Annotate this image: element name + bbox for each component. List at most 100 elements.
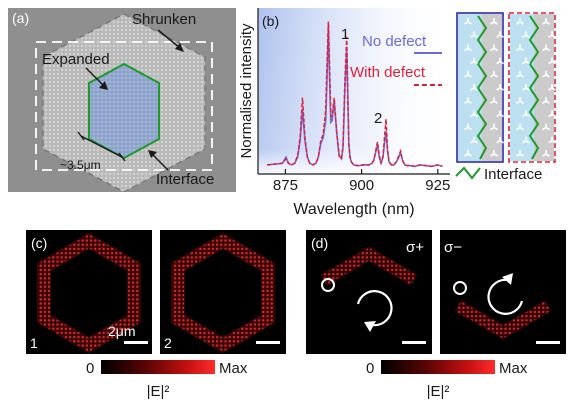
scale-bar-a-tick-right [118, 152, 126, 162]
inset-left-frame [456, 12, 504, 163]
inset-triad-arm [545, 100, 550, 104]
field-map-2-glow [171, 232, 275, 354]
shrunken-label: Shrunken [132, 11, 196, 28]
inset-triad-arm [464, 47, 469, 52]
rotation-arrow-cw [356, 290, 393, 327]
colorbar-c-max: Max [219, 360, 248, 377]
inset-triad-arm [522, 113, 527, 118]
chart-marks [267, 21, 443, 168]
field-map-sigma-minus-edge [455, 301, 551, 339]
inset-triad-arm [467, 21, 472, 25]
panel-d-label: (d) [311, 235, 328, 251]
inset-triad-arm [467, 100, 472, 104]
dashed-frame [35, 41, 213, 171]
inset-triad-arm [522, 87, 527, 91]
map-1-label: 1 [30, 335, 38, 351]
inset-right-interface-line [528, 15, 540, 160]
x-tick-label-900: 900 [349, 177, 374, 194]
inset-triad-arm [551, 60, 556, 65]
field-map-2-ring [172, 234, 274, 352]
inset-triad-arm [548, 87, 553, 91]
inset-triad-arm [551, 87, 556, 91]
colorbar-c-label: |E|² [147, 383, 170, 400]
inset-right-frame [508, 12, 556, 163]
inset-triad-arm [516, 126, 521, 131]
legend-no-defect: No defect [362, 33, 427, 50]
inset-triad-arm [493, 153, 498, 157]
inset-triad-arm [493, 21, 498, 25]
expanded-arrow-head [99, 81, 108, 90]
inset-triad-arm [470, 140, 475, 144]
field-map-1-glow [37, 232, 141, 354]
interface-arrow-head [148, 150, 157, 158]
inset-triad-arm [499, 60, 504, 65]
rotation-arrow-cw-head [364, 321, 376, 332]
inset-legend-line [455, 166, 481, 180]
inset-triad-arm [525, 87, 530, 91]
field-map-sigma-minus-glow [454, 300, 552, 340]
inset-triad-arm [496, 60, 501, 65]
inset-triad-arm [473, 34, 478, 38]
scale-bar-a-tick-left [77, 131, 85, 141]
x-ticks: 875 900 925 [273, 169, 450, 194]
inset-triad-arm [519, 21, 524, 25]
inset-triad-arm [542, 100, 547, 104]
inset-triad-arm [470, 113, 475, 118]
peak-1-label: 1 [341, 26, 349, 43]
inset-triad-arm [525, 34, 530, 38]
inset-triad-arm [545, 21, 550, 25]
panel-a-label: (a) [12, 10, 29, 26]
expanded-label: Expanded [42, 51, 110, 68]
inset-triad-arm [551, 140, 556, 144]
inset-triad-arm [542, 153, 547, 157]
panel-b-label: (b) [262, 13, 279, 29]
interface-arrow [151, 153, 169, 171]
inset-triad-arm [516, 153, 521, 157]
inset-triad-arm [464, 100, 469, 104]
inset-triad-arm [496, 34, 501, 38]
series-line-with-defect [267, 21, 443, 168]
scale-bar-c2 [256, 341, 280, 344]
scale-bar-d1 [402, 341, 426, 344]
inset-triad-arm [519, 153, 524, 157]
inset-triad-arm [473, 87, 478, 91]
interface-inset: Interface [455, 12, 556, 183]
field-map-sigma-plus-edge [321, 247, 417, 285]
inset-triad-arm [542, 74, 547, 78]
inset-triad-arm [490, 74, 495, 78]
shrunken-arrow [157, 29, 181, 49]
x-tick-label-875: 875 [273, 177, 298, 194]
interface-label-a: Interface [156, 171, 214, 188]
inset-interface-label: Interface [484, 166, 542, 183]
inset-triad-arm [464, 21, 469, 25]
inset-triad-arm [522, 34, 527, 38]
inset-triad-arm [542, 47, 547, 52]
inset-triad-arm [525, 60, 530, 65]
inset-triad-arm [470, 34, 475, 38]
inset-triad-arm [490, 100, 495, 104]
inset-triad-arm [490, 126, 495, 131]
inset-triad-arm [525, 140, 530, 144]
colorbar-d-label: |E|² [427, 383, 450, 400]
panel-c-label: (c) [31, 235, 47, 251]
colorbar-c-min: 0 [86, 360, 94, 377]
inset-triad-arm [496, 113, 501, 118]
inset-triad-arm [467, 153, 472, 157]
plot-area-fade [258, 8, 450, 174]
inset-triad-arm [473, 60, 478, 65]
inset-triad-arm [499, 140, 504, 144]
inset-triad-arm [516, 74, 521, 78]
inset-triad-arm [545, 74, 550, 78]
inset-triad-arm [522, 60, 527, 65]
scale-bar-a [80, 135, 123, 158]
inset-triad-arm [551, 113, 556, 118]
colorbar-d [381, 360, 495, 374]
source-marker-sigma-minus [453, 281, 467, 295]
sigma-plus-label: σ+ [406, 239, 424, 256]
rotation-arrow-ccw [487, 278, 524, 315]
rotation-arrow-ccw-head [502, 273, 513, 285]
inset-triad-arm [499, 34, 504, 38]
panel-d: (d) σ+ σ− 0 Max |E|² [306, 230, 566, 400]
inset-triad-arm [467, 74, 472, 78]
inset-triad-arm [548, 113, 553, 118]
